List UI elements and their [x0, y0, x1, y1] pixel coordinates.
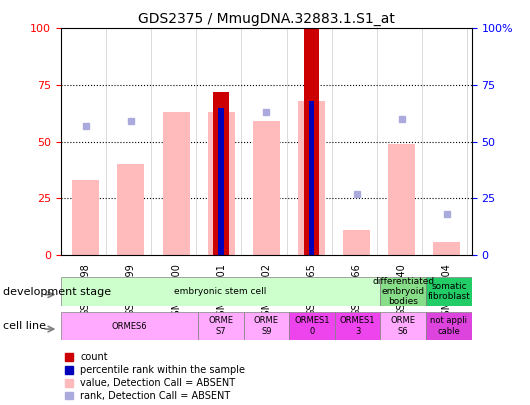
Bar	[298, 101, 325, 255]
Text: ORME
S6: ORME S6	[391, 316, 416, 336]
Bar	[208, 112, 235, 255]
Bar	[343, 230, 370, 255]
Text: cell line: cell line	[3, 321, 46, 331]
Text: somatic
fibroblast: somatic fibroblast	[428, 282, 470, 301]
Text: development stage: development stage	[3, 287, 111, 296]
Legend: count, percentile rank within the sample, value, Detection Call = ABSENT, rank, : count, percentile rank within the sample…	[61, 348, 249, 405]
Text: embryonic stem cell: embryonic stem cell	[174, 287, 267, 296]
Bar	[388, 144, 416, 255]
Bar	[218, 108, 224, 255]
Bar	[117, 164, 145, 255]
Bar	[381, 312, 426, 340]
Bar	[426, 312, 472, 340]
Title: GDS2375 / MmugDNA.32883.1.S1_at: GDS2375 / MmugDNA.32883.1.S1_at	[138, 12, 395, 26]
Bar	[426, 277, 472, 306]
Bar	[289, 312, 335, 340]
Text: ORME
S9: ORME S9	[254, 316, 279, 336]
Bar	[381, 277, 426, 306]
Bar	[61, 312, 198, 340]
Text: not appli
cable: not appli cable	[430, 316, 467, 336]
Bar	[61, 277, 381, 306]
Text: ORMES6: ORMES6	[112, 322, 147, 330]
Bar	[72, 180, 99, 255]
Text: ORME
S7: ORME S7	[208, 316, 233, 336]
Bar	[198, 312, 243, 340]
Bar	[335, 312, 381, 340]
Text: differentiated
embryoid
bodies: differentiated embryoid bodies	[372, 277, 434, 307]
Bar	[253, 122, 280, 255]
Bar	[304, 28, 320, 255]
Text: ORMES1
3: ORMES1 3	[340, 316, 375, 336]
Bar	[309, 101, 314, 255]
Bar	[434, 241, 461, 255]
Bar	[213, 92, 229, 255]
Text: ORMES1
0: ORMES1 0	[294, 316, 330, 336]
Bar	[243, 312, 289, 340]
Bar	[163, 112, 190, 255]
